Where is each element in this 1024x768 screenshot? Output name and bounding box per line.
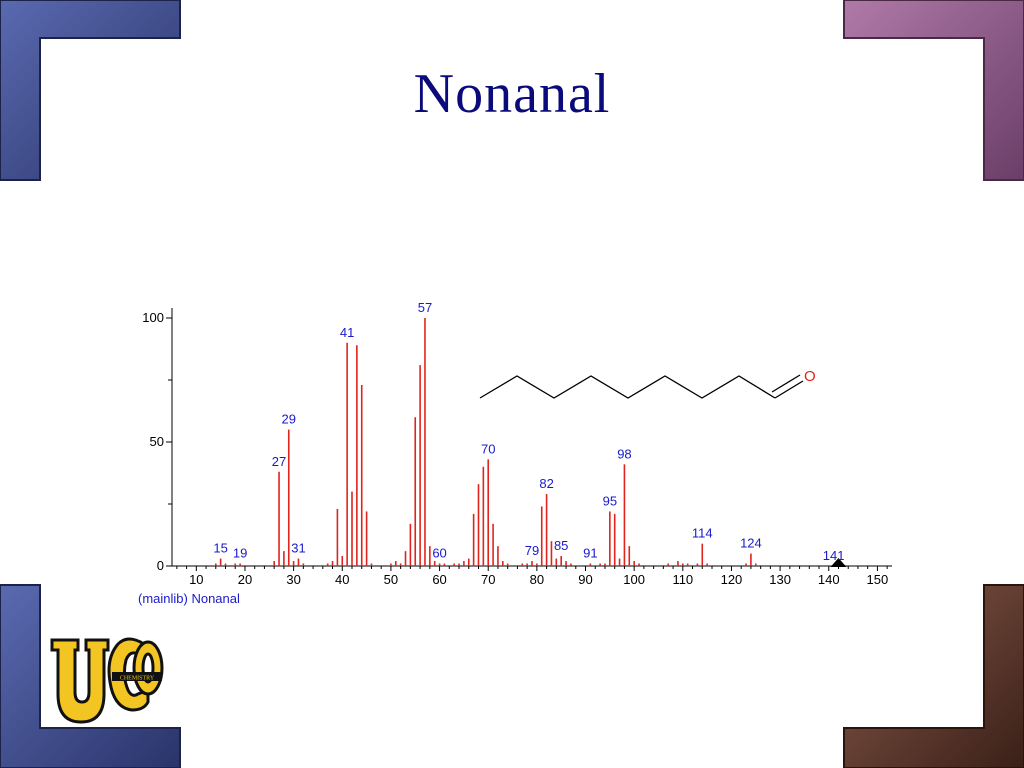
peak-label: 60: [432, 546, 446, 561]
x-tick-label: 10: [189, 572, 203, 587]
peak-label: 79: [525, 543, 539, 558]
slide-title: Nonanal: [413, 63, 611, 125]
peak-label: 85: [554, 538, 568, 553]
uco-chemistry-logo: CHEMISTRY: [50, 637, 164, 724]
y-tick-label: 0: [157, 558, 164, 573]
chart-axes: 10 20 30 40 50 60 70 80 90 100 110 120 130 140 150 0 50 1…: [142, 308, 892, 587]
peak-label: 124: [740, 536, 762, 551]
x-tick-label: 40: [335, 572, 349, 587]
y-tick-label: 50: [150, 434, 164, 449]
x-tick-label: 110: [672, 572, 693, 587]
peak-label: 27: [272, 454, 286, 469]
peak-label: 19: [233, 546, 247, 561]
x-tick-label: 120: [721, 572, 743, 587]
library-label: (mainlib) Nonanal: [138, 591, 240, 606]
x-tick-label: 70: [481, 572, 495, 587]
logo-subtext: CHEMISTRY: [120, 676, 155, 682]
y-tick-label: 100: [142, 310, 164, 325]
x-tick-label: 20: [238, 572, 252, 587]
peak-label: 31: [291, 541, 305, 556]
peak-label: 82: [539, 476, 553, 491]
x-tick-label: 100: [623, 572, 645, 587]
x-tick-label: 130: [769, 572, 791, 587]
peak-label: 29: [282, 412, 296, 427]
x-tick-label: 60: [432, 572, 446, 587]
peak-label: 114: [692, 526, 713, 541]
x-tick-label: 50: [384, 572, 398, 587]
peak-label: 141: [823, 548, 845, 563]
oxygen-atom-label: O: [804, 368, 816, 385]
peak-label: 15: [213, 541, 227, 556]
chart-peak-labels: 15 19 27 29 31 41 57 60 70 79 82 85 91 95 98 114 124 141: [213, 300, 844, 563]
corner-frame-top-right: [843, 0, 1024, 181]
x-tick-label: 140: [818, 572, 840, 587]
peak-label: 70: [481, 441, 495, 456]
peak-label: 98: [617, 446, 631, 461]
peak-label: 41: [340, 325, 354, 340]
x-tick-label: 150: [867, 572, 889, 587]
corner-frame-bottom-right: [843, 584, 1024, 768]
x-tick-label: 30: [286, 572, 300, 587]
peak-label: 57: [418, 300, 432, 315]
triangle-marker-icon: [830, 558, 847, 567]
peak-label: 95: [603, 493, 617, 508]
x-tick-label: 90: [578, 572, 592, 587]
x-tick-label: 80: [530, 572, 544, 587]
corner-frame-top-left: [0, 0, 181, 181]
corner-frame-bottom-left: [0, 584, 181, 768]
peak-label: 91: [583, 546, 597, 561]
nonanal-structure-icon: O: [479, 368, 816, 399]
chart-peaks: [214, 318, 847, 567]
